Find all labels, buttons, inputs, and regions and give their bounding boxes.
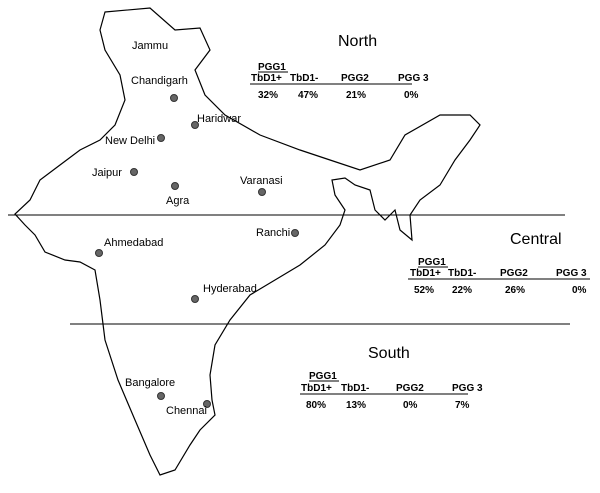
cell-value: 52% bbox=[414, 285, 434, 296]
cell-value: 26% bbox=[505, 285, 525, 296]
column-header: TbD1+ bbox=[410, 268, 441, 279]
city-dot bbox=[203, 400, 211, 408]
cell-value: 13% bbox=[346, 400, 366, 411]
cell-value: 22% bbox=[452, 285, 472, 296]
city-dot bbox=[170, 94, 178, 102]
cell-value: 32% bbox=[258, 90, 278, 101]
city-dot bbox=[157, 134, 165, 142]
cell-value: 7% bbox=[455, 400, 470, 411]
group-header: PGG1 bbox=[418, 257, 446, 268]
cell-value: 47% bbox=[298, 90, 318, 101]
city-dot bbox=[171, 182, 179, 190]
cell-value: 0% bbox=[403, 400, 418, 411]
city-dot bbox=[291, 229, 299, 237]
city-label: Jaipur bbox=[92, 167, 122, 179]
region-title: Central bbox=[510, 231, 562, 248]
city-label: Hyderabad bbox=[203, 283, 257, 295]
city-label: Ahmedabad bbox=[104, 237, 163, 249]
column-header: PGG 3 bbox=[398, 73, 429, 84]
column-header: PGG2 bbox=[341, 73, 369, 84]
city-label: Varanasi bbox=[240, 175, 283, 187]
city-label: New Delhi bbox=[105, 135, 155, 147]
column-header: TbD1+ bbox=[301, 383, 332, 394]
city-dot bbox=[191, 295, 199, 303]
city-label: Jammu bbox=[132, 40, 168, 52]
cell-value: 0% bbox=[572, 285, 587, 296]
group-header: PGG1 bbox=[309, 371, 337, 382]
city-label: Chandigarh bbox=[131, 75, 188, 87]
city-label: Bangalore bbox=[125, 377, 175, 389]
column-header: TbD1+ bbox=[251, 73, 282, 84]
column-header: TbD1- bbox=[290, 73, 318, 84]
group-header: PGG1 bbox=[258, 62, 286, 73]
city-label: Ranchi bbox=[256, 227, 290, 239]
city-dot bbox=[130, 168, 138, 176]
city-label: Chennai bbox=[166, 405, 207, 417]
cell-value: 21% bbox=[346, 90, 366, 101]
region-title: North bbox=[338, 33, 377, 50]
cell-value: 80% bbox=[306, 400, 326, 411]
city-dot bbox=[258, 188, 266, 196]
column-header: PGG 3 bbox=[556, 268, 587, 279]
city-label: Haridwar bbox=[197, 113, 241, 125]
column-header: PGG2 bbox=[396, 383, 424, 394]
column-header: TbD1- bbox=[341, 383, 369, 394]
city-dot bbox=[157, 392, 165, 400]
city-label: Agra bbox=[166, 195, 190, 207]
cell-value: 0% bbox=[404, 90, 419, 101]
column-header: TbD1- bbox=[448, 268, 476, 279]
india-outline bbox=[14, 7, 481, 476]
city-dot bbox=[191, 121, 199, 129]
region-title: South bbox=[368, 345, 410, 362]
column-header: PGG2 bbox=[500, 268, 528, 279]
column-header: PGG 3 bbox=[452, 383, 483, 394]
city-dot bbox=[95, 249, 103, 257]
